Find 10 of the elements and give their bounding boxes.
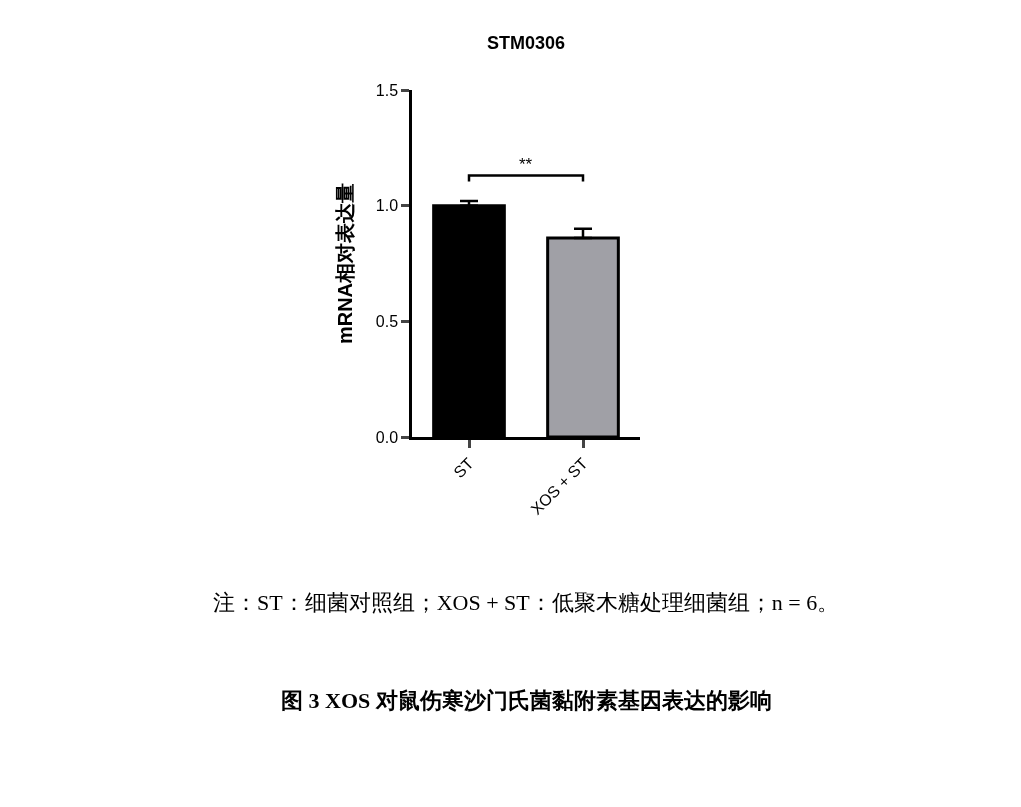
y-tick-label: 0.5 [375,312,399,330]
y-tick-label: 1.0 [375,197,399,215]
annotation: ** [519,155,533,174]
y-axis-title: mRNA相对表达量 [334,182,357,345]
chart-title: STM0306 [486,32,566,53]
caption: 图 3 XOS 对鼠伤寒沙门氏菌黏附素基因表达的影响 [281,688,772,713]
text: 注：ST：细菌对照组；XOS + ST：低聚木糖处理细菌组；n = 6。 [213,590,840,615]
y-tick-label: 1.5 [375,81,399,99]
y-tick-label: 0.0 [375,428,399,446]
x-tick-label: ST [450,454,477,482]
